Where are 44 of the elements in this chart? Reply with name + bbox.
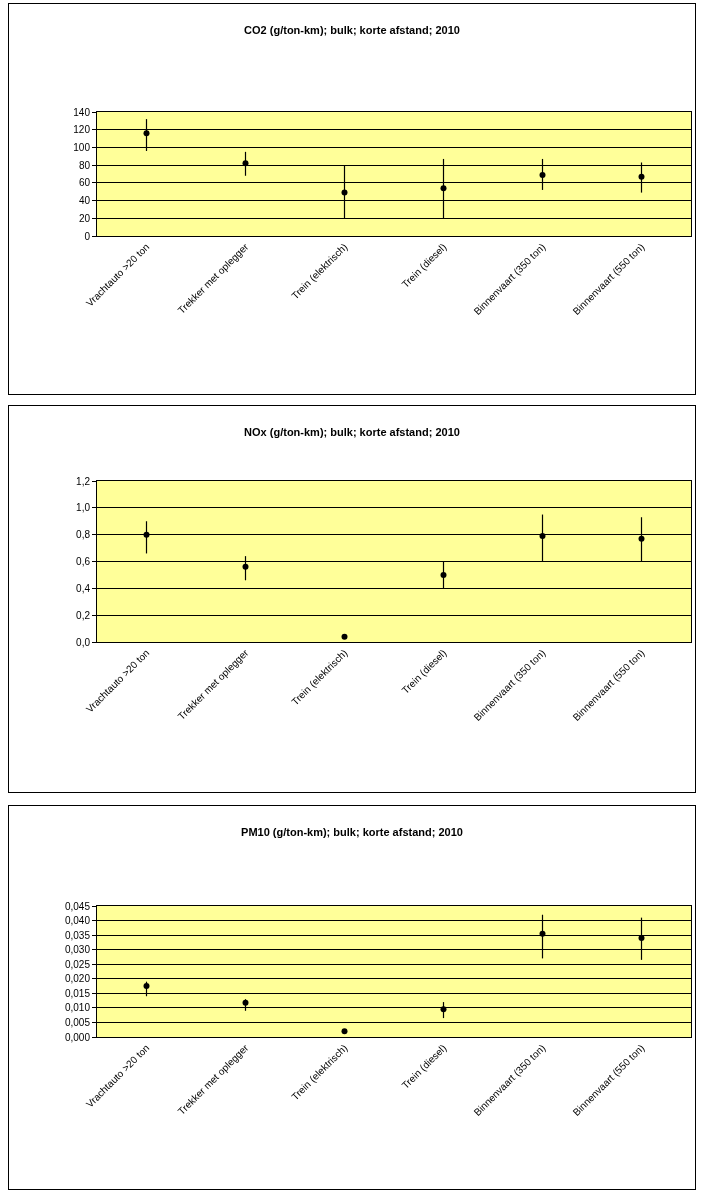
point xyxy=(242,999,249,1006)
y-tick-label: 100 xyxy=(73,141,91,153)
y-tick-label: 0,2 xyxy=(76,609,91,621)
y-tick-label: 0,015 xyxy=(64,987,91,999)
y-tick-label: 1,2 xyxy=(76,475,91,487)
y-tick-label: 20 xyxy=(78,212,91,224)
point xyxy=(539,171,546,178)
y-tick-label: 0,6 xyxy=(76,556,91,567)
point xyxy=(440,571,447,578)
y-tick-label: 40 xyxy=(78,195,91,207)
y-tick-label: 0,040 xyxy=(64,915,91,927)
y-tick-label: 0,025 xyxy=(64,958,91,970)
point xyxy=(242,563,249,570)
y-tick-label: 0,005 xyxy=(64,1016,91,1028)
point xyxy=(638,535,645,542)
point xyxy=(638,173,645,180)
point xyxy=(143,983,150,990)
point xyxy=(143,130,150,137)
y-tick-label: 1,0 xyxy=(76,502,91,514)
y-tick-label: 0,000 xyxy=(64,1031,91,1043)
point xyxy=(242,160,249,167)
y-tick-label: 0,8 xyxy=(76,529,91,541)
chart-title: CO2 (g/ton-km); bulk; korte afstand; 2010 xyxy=(244,23,460,36)
y-tick-label: 0,0 xyxy=(76,636,91,648)
chart-title: NOx (g/ton-km); bulk; korte afstand; 2010 xyxy=(244,425,460,438)
point xyxy=(440,185,447,192)
y-tick-label: 0 xyxy=(84,230,91,242)
y-tick-label: 60 xyxy=(78,177,91,189)
chart-title: PM10 (g/ton-km); bulk; korte afstand; 2010 xyxy=(241,825,463,838)
point xyxy=(143,531,150,538)
point xyxy=(539,930,546,937)
point xyxy=(638,935,645,942)
y-tick-label: 80 xyxy=(78,159,91,171)
y-tick-label: 120 xyxy=(73,124,91,136)
y-tick-label: 0,020 xyxy=(64,973,91,985)
point xyxy=(440,1006,447,1013)
y-tick-label: 0,035 xyxy=(64,929,91,941)
point xyxy=(341,189,348,196)
y-tick-label: 0,030 xyxy=(64,944,91,956)
y-tick-label: 0,045 xyxy=(64,900,91,912)
point xyxy=(539,533,546,540)
y-tick-label: 0,010 xyxy=(64,1002,91,1014)
y-tick-label: 0,4 xyxy=(76,582,91,594)
y-tick-label: 140 xyxy=(73,106,91,118)
